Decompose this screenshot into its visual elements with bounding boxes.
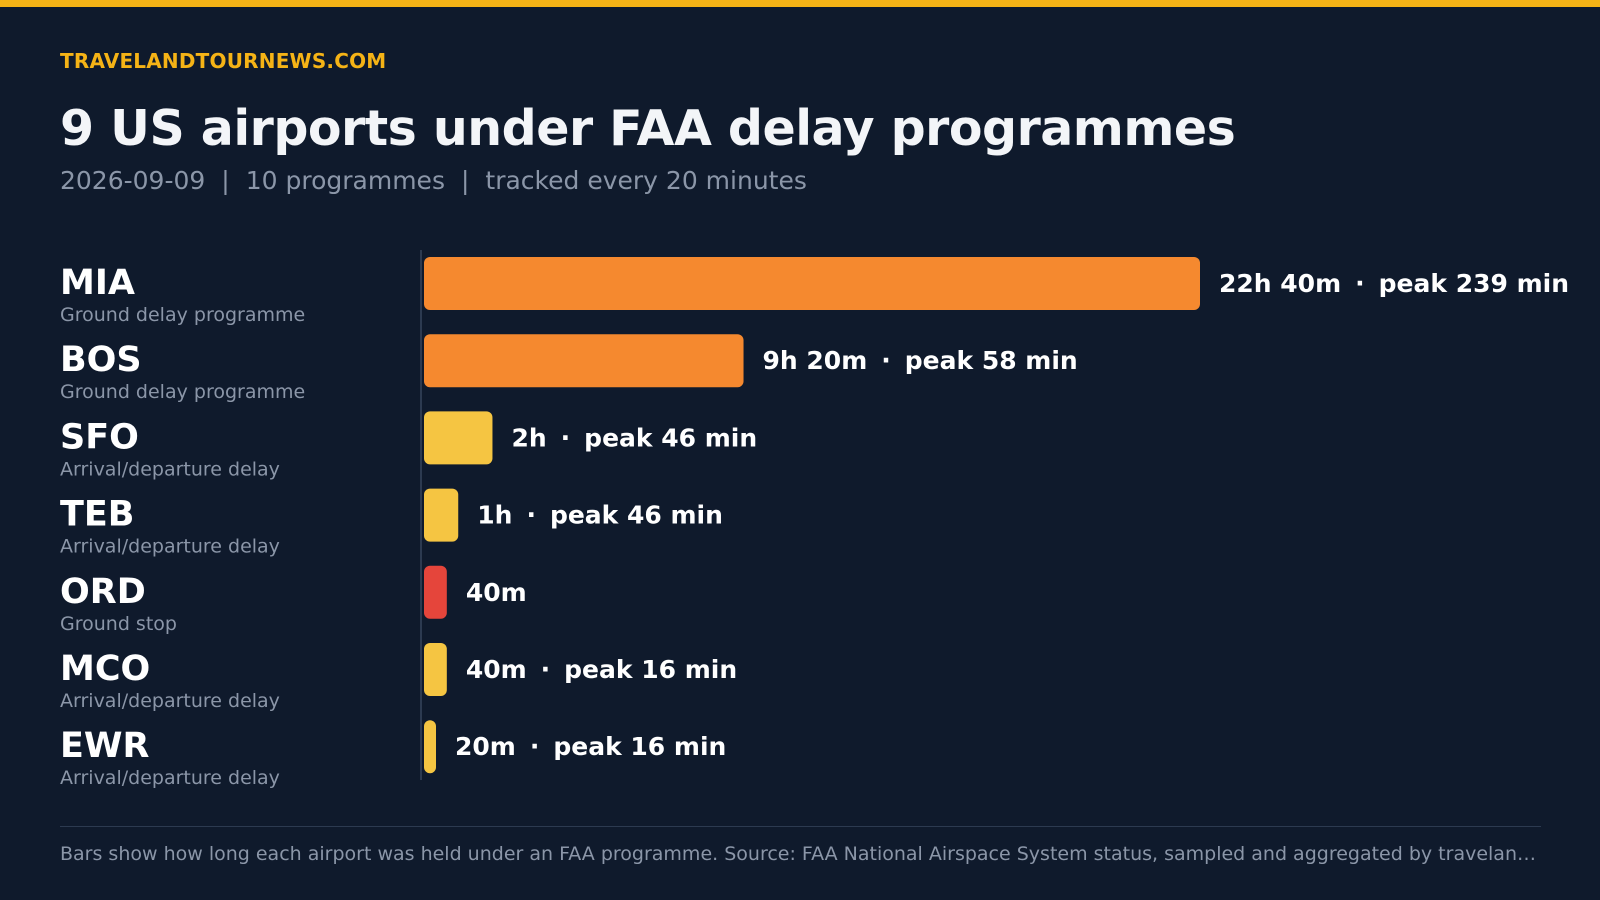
bar-mia <box>424 257 1200 310</box>
airport-code-label: SFO <box>60 417 139 457</box>
bar-teb <box>424 488 459 542</box>
programme-type-label: Ground delay programme <box>60 304 305 326</box>
subtitle-date: 2026-09-09 <box>60 166 206 195</box>
duration-value: 2h <box>511 423 546 452</box>
bar-value-label: 1h · peak 46 min <box>477 501 723 530</box>
airport-code-label: ORD <box>60 572 146 612</box>
chart-title: 9 US airports under FAA delay programmes <box>60 100 1236 157</box>
peak-value: peak 58 min <box>905 346 1078 375</box>
airport-code-label: TEB <box>60 495 134 535</box>
peak-value: peak 16 min <box>564 655 737 684</box>
bar-value-label: 40m <box>466 578 527 607</box>
airport-code-label: MCO <box>60 649 150 689</box>
bar-value-label: 22h 40m · peak 239 min <box>1219 269 1569 298</box>
subtitle-programmes: 10 programmes <box>245 166 445 195</box>
duration-value: 40m <box>466 655 527 684</box>
programme-type-label: Arrival/departure delay <box>60 690 280 712</box>
peak-value: peak 46 min <box>550 501 723 530</box>
brand-name: TRAVELANDTOURNEWS.COM <box>60 49 387 73</box>
programme-type-label: Arrival/departure delay <box>60 536 280 558</box>
duration-value: 20m <box>455 732 516 761</box>
label-separator: · <box>541 655 551 684</box>
programme-type-label: Ground stop <box>60 613 177 635</box>
bar-value-label: 9h 20m · peak 58 min <box>763 346 1078 375</box>
duration-value: 9h 20m <box>763 346 868 375</box>
duration-value: 22h 40m <box>1219 269 1341 298</box>
bar-value-label: 40m · peak 16 min <box>466 655 737 684</box>
peak-value: peak 46 min <box>584 423 757 452</box>
label-separator: · <box>1355 269 1365 298</box>
duration-value: 1h <box>477 501 512 530</box>
programme-type-label: Arrival/departure delay <box>60 458 280 480</box>
airport-code-label: BOS <box>60 340 142 380</box>
label-separator: · <box>561 423 571 452</box>
bar-bos <box>424 334 744 388</box>
bar-ord <box>424 565 447 619</box>
peak-value: peak 239 min <box>1379 269 1569 298</box>
subtitle-separator: | <box>221 166 230 195</box>
bar-mco <box>424 643 447 696</box>
subtitle-frequency: tracked every 20 minutes <box>485 166 807 195</box>
top-accent-stripe <box>0 0 1600 7</box>
bar-sfo <box>424 411 493 465</box>
label-separator: · <box>526 501 536 530</box>
peak-value: peak 16 min <box>553 732 726 761</box>
subtitle-separator: | <box>460 166 470 195</box>
bar-ewr <box>424 720 436 774</box>
programme-type-label: Arrival/departure delay <box>60 767 280 789</box>
chart-subtitle: 2026-09-09 | 10 programmes | tracked every 2… <box>60 166 807 195</box>
airport-code-label: EWR <box>60 726 150 766</box>
bar-value-label: 2h · peak 46 min <box>511 423 757 452</box>
footer-source-note: Bars show how long each airport was held… <box>60 843 1540 865</box>
bar-value-label: 20m · peak 16 min <box>455 732 726 761</box>
airport-code-label: MIA <box>60 263 135 303</box>
footer-divider <box>60 826 1541 827</box>
programme-type-label: Ground delay programme <box>60 381 305 403</box>
duration-value: 40m <box>466 578 527 607</box>
label-separator: · <box>881 346 891 375</box>
label-separator: · <box>530 732 540 761</box>
